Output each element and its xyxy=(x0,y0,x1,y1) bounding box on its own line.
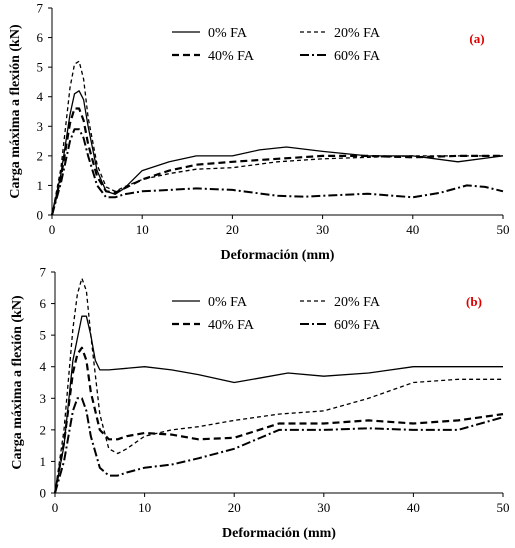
y-tick-label: 3 xyxy=(37,119,44,134)
legend-label-3: 60% FA xyxy=(334,49,381,64)
y-tick-label: 6 xyxy=(40,296,47,311)
y-tick-label: 0 xyxy=(40,486,47,501)
series-line-1 xyxy=(51,60,503,216)
x-tick-label: 50 xyxy=(497,500,510,515)
series-line-1 xyxy=(54,277,503,494)
y-axis-label: Carga máxima a flexión (kN) xyxy=(8,24,23,199)
y-tick-label: 1 xyxy=(37,178,44,193)
y-tick-label: 0 xyxy=(37,208,44,223)
y-tick-label: 7 xyxy=(40,265,47,280)
x-tick-label: 10 xyxy=(138,500,151,515)
y-tick-label: 5 xyxy=(40,328,47,343)
legend-label-2: 40% FA xyxy=(208,318,255,333)
series-line-3 xyxy=(51,128,504,216)
x-tick-label: 0 xyxy=(52,500,59,515)
y-axis-label: Carga máxima a flexión (kN) xyxy=(10,295,25,470)
panel-a: 0 10 20 30 40 50 0 1 2 3 4 5 6 7 Deformación (mm) Carga… xyxy=(8,1,509,264)
legend-label-3: 60% FA xyxy=(334,318,381,333)
y-tick-label: 4 xyxy=(40,359,47,374)
x-tick-label: 10 xyxy=(136,222,149,237)
x-tick-label: 50 xyxy=(497,222,510,237)
legend: 0% FA 20% FA 40% FA 60% FA xyxy=(172,295,381,333)
legend: 0% FA 20% FA 40% FA 60% FA xyxy=(172,26,381,64)
x-axis-label: Deformación (mm) xyxy=(221,248,335,263)
legend-label-1: 20% FA xyxy=(334,295,381,310)
x-tick-label: 20 xyxy=(228,500,241,515)
panel-tag: (b) xyxy=(466,294,482,309)
y-tick-label: 5 xyxy=(37,60,44,75)
x-tick-label: 30 xyxy=(316,222,329,237)
legend-label-2: 40% FA xyxy=(208,49,255,64)
x-tick-label: 20 xyxy=(226,222,239,237)
y-tick-label: 7 xyxy=(37,1,44,16)
y-tick-label: 6 xyxy=(37,30,44,45)
series-line-0 xyxy=(54,315,503,494)
x-tick-label: 0 xyxy=(49,222,56,237)
legend-label-0: 0% FA xyxy=(208,295,248,310)
x-axis-label: Deformación (mm) xyxy=(222,526,336,541)
y-tick-label: 2 xyxy=(40,422,47,437)
x-tick-label: 40 xyxy=(406,222,419,237)
panel-tag: (a) xyxy=(469,31,484,46)
x-tick-label: 40 xyxy=(407,500,420,515)
y-tick-label: 1 xyxy=(40,454,47,469)
series-line-2 xyxy=(53,346,504,494)
panel-b: 0 10 20 30 40 50 0 1 2 3 4 5 6 7 Deformación (mm) Carga… xyxy=(10,265,509,542)
y-tick-label: 3 xyxy=(40,391,47,406)
legend-label-0: 0% FA xyxy=(208,26,248,41)
y-tick-label: 4 xyxy=(37,89,44,104)
x-tick-label: 30 xyxy=(317,500,330,515)
legend-label-1: 20% FA xyxy=(334,26,381,41)
y-tick-label: 2 xyxy=(37,148,44,163)
series-line-0 xyxy=(51,90,504,216)
series-line-2 xyxy=(50,107,503,216)
series-line-3 xyxy=(54,397,504,494)
